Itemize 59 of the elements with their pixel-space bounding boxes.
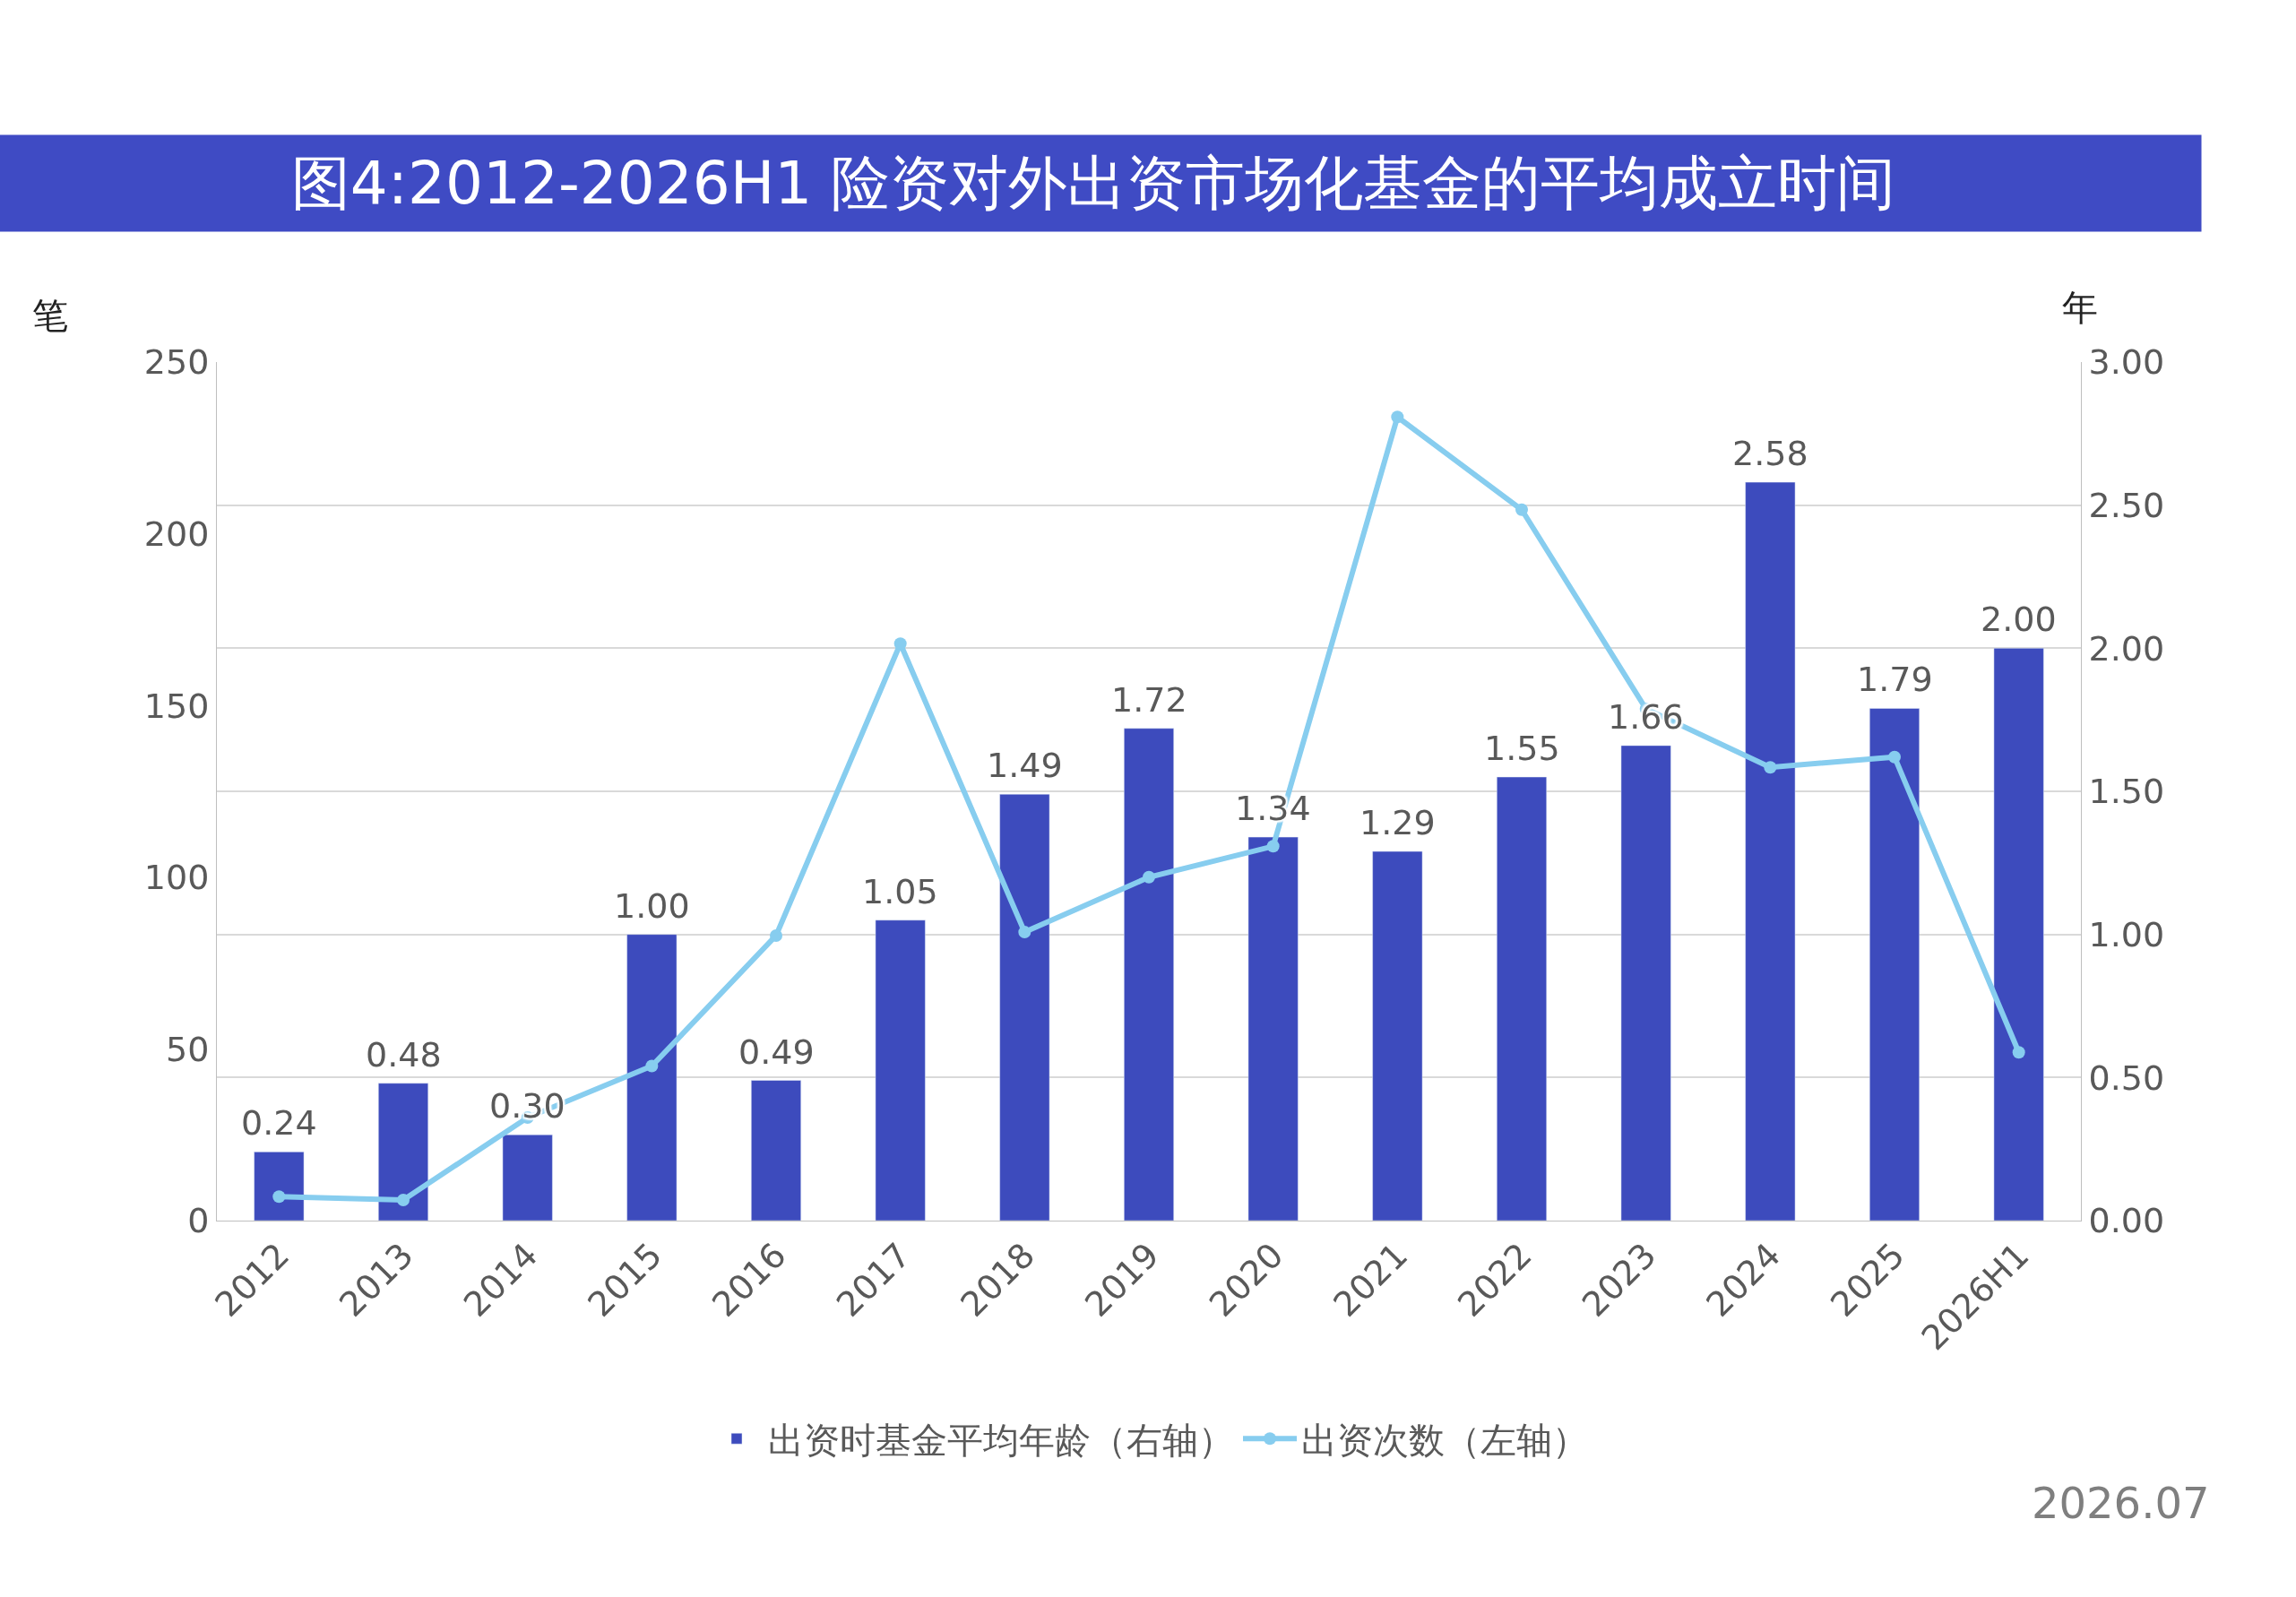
point [272,1190,286,1204]
data-label: 0.30 [489,1086,565,1126]
legend-label: 出资次数（左轴） [1301,1419,1588,1461]
bar [1869,708,1920,1221]
data-label: 2.00 [1981,600,2057,639]
point [1515,503,1528,516]
y2-axis-title: 年 [2062,287,2098,328]
y-tick-label: 50 [166,1029,210,1069]
point [1764,761,1777,774]
bar [1372,850,1423,1221]
y2-tick-label: 0.00 [2088,1201,2165,1241]
bar [502,1134,553,1221]
data-label: 0.48 [366,1035,442,1075]
y-tick-label: 200 [143,514,210,554]
data-label: 1.29 [1359,803,1436,842]
point [1266,840,1280,853]
bar [875,919,926,1221]
bar [378,1083,428,1221]
bar [1745,481,1796,1221]
bar [1124,728,1174,1221]
y-tick-label: 0 [187,1201,210,1241]
y2-tick-label: 1.50 [2088,772,2165,812]
data-label: 1.49 [987,746,1063,785]
y2-tick-label: 2.50 [2088,485,2165,525]
legend-label: 出资时基金平均年龄（右轴） [768,1419,1234,1461]
point [1888,750,1901,764]
y-tick-label: 150 [143,686,210,726]
point [1143,870,1155,884]
bar [1247,836,1299,1221]
bar [999,793,1050,1221]
data-label: 1.05 [862,872,938,911]
point [1018,926,1031,939]
y-axis-title: 笔 [32,295,68,336]
bar [751,1080,801,1221]
text: 2026.07 [2032,1478,2210,1528]
chart-title: 图4:2012-2026H1 险资对外出资市场化基金的平均成立时间 [290,149,1896,218]
y-tick-label: 100 [143,858,210,898]
point [1391,410,1404,424]
data-label: 0.49 [738,1032,815,1072]
point [645,1059,659,1073]
data-label: 1.55 [1484,729,1560,768]
bar [254,1152,305,1221]
y2-tick-label: 3.00 [2088,342,2165,383]
bar [1620,745,1671,1221]
point [2012,1046,2025,1059]
y2-tick-label: 2.00 [2088,628,2165,669]
y2-tick-label: 1.00 [2088,914,2165,954]
data-label: 1.00 [614,886,690,926]
data-label: 2.58 [1732,434,1808,473]
point [770,928,782,942]
y2-tick-label: 0.50 [2088,1057,2165,1098]
y-tick-label: 250 [143,342,210,383]
data-label: 1.79 [1857,660,1933,699]
data-label: 1.72 [1111,680,1187,720]
point [397,1194,410,1206]
bar [1993,648,2044,1221]
data-label: 0.24 [241,1103,317,1143]
bar [1497,776,1547,1221]
bar [626,934,678,1221]
